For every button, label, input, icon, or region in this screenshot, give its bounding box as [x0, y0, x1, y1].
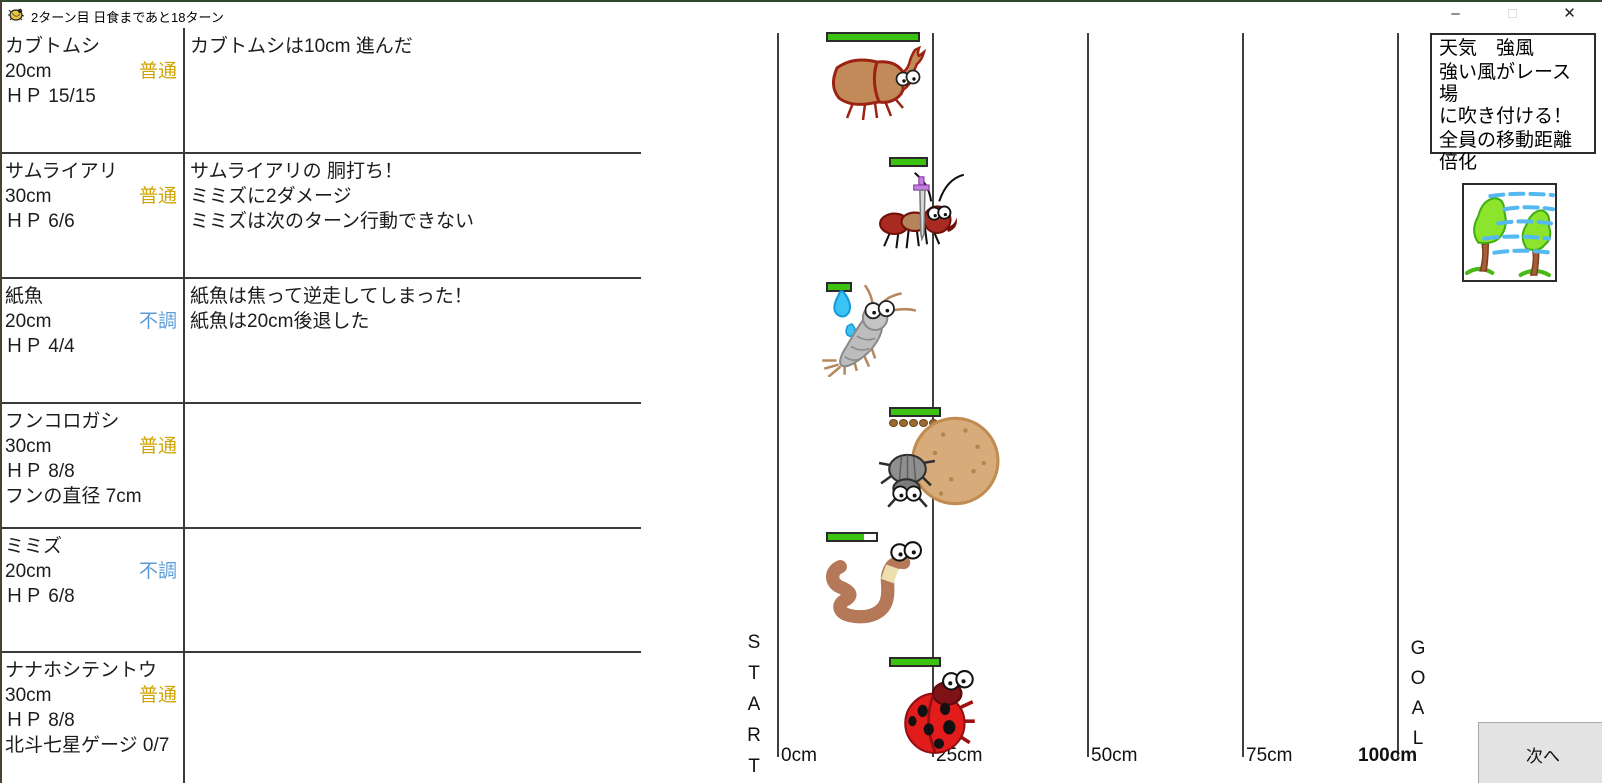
bug-app-icon: [8, 6, 25, 22]
weather-panel: 天気 強風 強い風がレース場 に吹き付ける！ 全員の移動距離 倍化: [1430, 33, 1596, 173]
track-gridline-0cm: [777, 33, 779, 757]
racer-name: ナナホシテントウ: [5, 660, 158, 681]
wind-trees-image: [1462, 183, 1557, 282]
minimize-button[interactable]: –: [1451, 5, 1460, 22]
goal-label-letter: O: [1410, 668, 1426, 689]
racer-name: カブトムシ: [5, 36, 101, 57]
racer-hp: ＨＰ 6/6: [5, 211, 75, 232]
stats-column-divider: [183, 28, 185, 783]
weather-effect-line: 倍化: [1439, 152, 1478, 173]
event-line: ミミズに2ダメージ: [190, 186, 352, 207]
event-line: サムライアリの 胴打ち！: [190, 161, 403, 182]
hp-bar-silverfish: [826, 282, 852, 292]
racer-distance: 20cm: [5, 561, 52, 582]
start-label-letter: S: [747, 632, 761, 653]
goal-label-letter: L: [1412, 728, 1424, 749]
track-gridline-50cm: [1087, 33, 1089, 757]
weather-effect-line: に吹き付ける！: [1439, 106, 1573, 127]
event-cell-silverfish: 紙魚は焦って逆走してしまった！ 紙魚は20cm後退した: [190, 278, 650, 334]
maximize-button[interactable]: □: [1507, 5, 1518, 22]
title-bar: 2ターン目 日食まであと18ターン – □ ✕: [0, 0, 1602, 28]
dung-beetle-sprite: [876, 412, 1000, 508]
racer-distance: 30cm: [5, 685, 52, 706]
window-top-edge: [0, 0, 1602, 2]
racer-hp: ＨＰ 15/15: [5, 86, 96, 107]
racer-extra: 北斗七星ゲージ 0/7: [5, 735, 170, 756]
racer-status: 不調: [138, 311, 177, 332]
start-label-letter: T: [748, 663, 760, 684]
earthworm-sprite: [826, 538, 923, 625]
samurai-ant-sprite: [878, 166, 975, 254]
racer-stats-earthworm: ミミズ 20cm ＨＰ 6/8 不調: [0, 528, 183, 651]
ruler-label: 100cm: [1358, 745, 1418, 766]
window-left-edge: [0, 0, 2, 783]
event-cell-kabutomushi: カブトムシは10cm 進んだ: [190, 28, 650, 59]
racer-stats-silverfish: 紙魚 20cm ＨＰ 4/4 不調: [0, 278, 183, 402]
weather-effect-line: 強い風がレース場: [1439, 62, 1572, 105]
rhinoceros-beetle-sprite: [826, 46, 928, 126]
close-button[interactable]: ✕: [1563, 5, 1576, 22]
event-line: 紙魚は20cm後退した: [190, 311, 370, 332]
track-gridline-25cm: [932, 33, 934, 757]
racer-status: 普通: [138, 61, 177, 82]
next-turn-button[interactable]: 次へ: [1478, 722, 1602, 783]
goal-label-letter: A: [1411, 698, 1425, 719]
racer-stats-ladybug: ナナホシテントウ 30cm ＨＰ 8/8 北斗七星ゲージ 0/7 普通: [0, 652, 183, 783]
racer-extra: フンの直径 7cm: [5, 486, 142, 507]
event-cell-samurai-ant: サムライアリの 胴打ち！ ミミズに2ダメージ ミミズは次のターン行動できない: [190, 153, 650, 234]
racer-status: 普通: [138, 436, 177, 457]
row-divider: [0, 277, 641, 279]
weather-effect-line: 全員の移動距離: [1439, 130, 1573, 151]
racer-status: 普通: [138, 186, 177, 207]
racer-name: フンコロガシ: [5, 411, 120, 432]
weather-header: 天気 強風: [1439, 38, 1535, 59]
racer-hp: ＨＰ 6/8: [5, 586, 75, 607]
start-label-letter: R: [747, 725, 761, 746]
racer-name: サムライアリ: [5, 161, 118, 182]
racer-distance: 20cm: [5, 311, 52, 332]
hp-bar-earthworm: [826, 532, 878, 542]
ruler-label: 50cm: [1091, 745, 1138, 766]
start-label-letter: A: [747, 694, 761, 715]
row-divider: [0, 527, 641, 529]
hp-bar-dung-beetle: [889, 407, 941, 417]
ruler-label: 75cm: [1246, 745, 1293, 766]
silverfish-sprite: [810, 283, 924, 377]
racer-stats-kabutomushi: カブトムシ 20cm ＨＰ 15/15 普通: [0, 28, 183, 152]
racer-stats-samurai-ant: サムライアリ 30cm ＨＰ 6/6 普通: [0, 153, 183, 277]
row-divider: [0, 402, 641, 404]
event-line: カブトムシは10cm 進んだ: [190, 36, 413, 57]
event-line: ミミズは次のターン行動できない: [190, 211, 475, 232]
row-divider: [0, 152, 641, 154]
window-title: 2ターン目 日食まであと18ターン: [31, 10, 224, 25]
ladybug-sprite: [898, 668, 980, 760]
racer-status: 不調: [138, 561, 177, 582]
hp-bar-samurai-ant: [889, 157, 928, 167]
racer-name: ミミズ: [5, 536, 63, 557]
goal-label-letter: G: [1410, 638, 1426, 659]
start-label-letter: T: [748, 756, 760, 777]
ruler-label: 0cm: [781, 745, 817, 766]
hp-bar-ladybug: [889, 657, 941, 667]
racer-stats-dung-beetle: フンコロガシ 30cm ＨＰ 8/8 フンの直径 7cm 普通: [0, 403, 183, 527]
racer-distance: 30cm: [5, 436, 52, 457]
racer-name: 紙魚: [5, 286, 44, 307]
hp-bar-kabutomushi: [826, 32, 920, 42]
racer-distance: 20cm: [5, 61, 52, 82]
event-line: 紙魚は焦って逆走してしまった！: [190, 286, 473, 307]
racer-hp: ＨＰ 4/4: [5, 336, 75, 357]
racer-status: 普通: [138, 685, 177, 706]
track-gridline-100cm: [1397, 33, 1399, 757]
racer-distance: 30cm: [5, 186, 52, 207]
row-divider: [0, 651, 641, 653]
track-gridline-75cm: [1242, 33, 1244, 757]
racer-hp: ＨＰ 8/8: [5, 461, 75, 482]
racer-hp: ＨＰ 8/8: [5, 710, 75, 731]
